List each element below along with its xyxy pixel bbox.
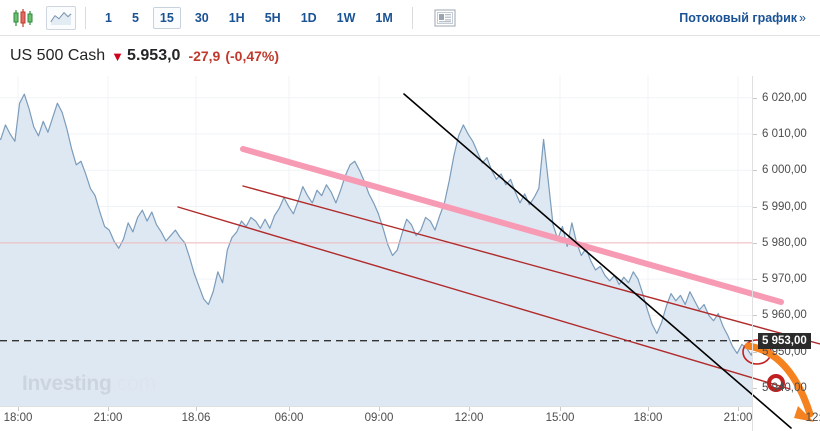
last-price: 5.953,0 xyxy=(127,47,181,64)
percent-change: (-0,47%) xyxy=(225,48,280,64)
x-axis-label: 15:00 xyxy=(545,412,575,424)
timeframe-1[interactable]: 1 xyxy=(105,10,112,25)
timeframe-1d[interactable]: 1D xyxy=(300,10,317,25)
x-axis-label: 18:00 xyxy=(3,412,33,424)
y-tick xyxy=(753,315,757,317)
y-tick xyxy=(753,279,757,281)
y-tick xyxy=(753,170,757,172)
x-axis-label: 18:00 xyxy=(633,412,663,424)
price-series-svg xyxy=(0,76,752,406)
y-tick xyxy=(753,351,757,353)
y-axis-label: 6 010,00 xyxy=(762,128,807,141)
x-tick xyxy=(289,407,290,411)
toolbar-divider-2 xyxy=(411,6,413,29)
y-axis-label: 5 990,00 xyxy=(762,200,807,213)
chart-toolbar: 1 5 15 30 1H 5H 1D 1W 1M Потоковый графи… xyxy=(0,0,820,36)
chevron-right-icon: » xyxy=(799,10,806,25)
x-axis-label: 21:00 xyxy=(723,412,753,424)
x-tick xyxy=(469,407,470,411)
area-fill xyxy=(0,94,752,406)
x-tick xyxy=(738,407,739,411)
timeframe-5[interactable]: 5 xyxy=(131,10,139,25)
x-axis-label: 09:00 xyxy=(364,412,394,424)
quote-header: US 500 Cash ▼ 5.953,0 -27,9 (-0,47%) xyxy=(0,36,820,76)
plot-area[interactable] xyxy=(0,76,752,406)
timeframe-30[interactable]: 30 xyxy=(194,10,209,25)
timeframe-15[interactable]: 15 xyxy=(152,6,181,29)
streaming-chart-link[interactable]: Потоковый график» xyxy=(679,11,806,25)
y-axis-label: 5 970,00 xyxy=(762,273,807,286)
y-tick xyxy=(753,134,757,136)
x-tick xyxy=(379,407,380,411)
timeframe-1w[interactable]: 1W xyxy=(336,10,356,25)
toolbar-divider-1 xyxy=(85,6,86,29)
chart-canvas[interactable]: Investing.com 6 020,00 6 010,00 6 000,00 5 … xyxy=(0,76,820,431)
y-axis-label: 5 960,00 xyxy=(762,309,807,322)
x-axis-label-clipped: 12:00 xyxy=(805,412,820,424)
x-axis-label: 21:00 xyxy=(93,412,123,424)
x-tick xyxy=(648,407,649,411)
line-chart-icon[interactable] xyxy=(46,5,76,30)
x-tick xyxy=(196,407,197,411)
price-change: -27,9 xyxy=(188,48,221,64)
y-axis-label: 6 020,00 xyxy=(762,91,807,104)
y-axis-label: 5 940,00 xyxy=(762,381,807,394)
candlestick-chart-icon[interactable] xyxy=(8,6,38,30)
x-axis-label: 12:00 xyxy=(454,412,484,424)
x-axis-label: 18.06 xyxy=(181,412,211,424)
streaming-chart-label: Потоковый график xyxy=(679,10,798,25)
y-tick xyxy=(753,97,757,99)
x-axis-label: 06:00 xyxy=(274,412,304,424)
current-price-badge: 5 953,00 xyxy=(758,332,811,349)
x-tick xyxy=(108,407,109,411)
y-axis-label: 5 980,00 xyxy=(762,236,807,249)
instrument-name: US 500 Cash xyxy=(10,47,106,64)
down-arrow-icon: ▼ xyxy=(111,48,125,64)
x-axis: 18:00 21:00 18.06 06:00 09:00 12:00 15:00 18:00… xyxy=(0,406,820,431)
timeframe-5h[interactable]: 5H xyxy=(264,10,281,25)
y-tick xyxy=(753,242,757,244)
x-tick xyxy=(18,407,19,411)
timeframe-1h[interactable]: 1H xyxy=(228,10,245,25)
y-axis-label: 6 000,00 xyxy=(762,164,807,177)
y-axis: 6 020,00 6 010,00 6 000,00 5 990,00 5 980,00… xyxy=(752,76,820,431)
y-tick xyxy=(753,206,757,208)
y-tick xyxy=(753,387,757,389)
x-tick xyxy=(560,407,561,411)
news-layout-icon[interactable] xyxy=(430,6,460,30)
timeframe-1m[interactable]: 1M xyxy=(375,10,393,25)
